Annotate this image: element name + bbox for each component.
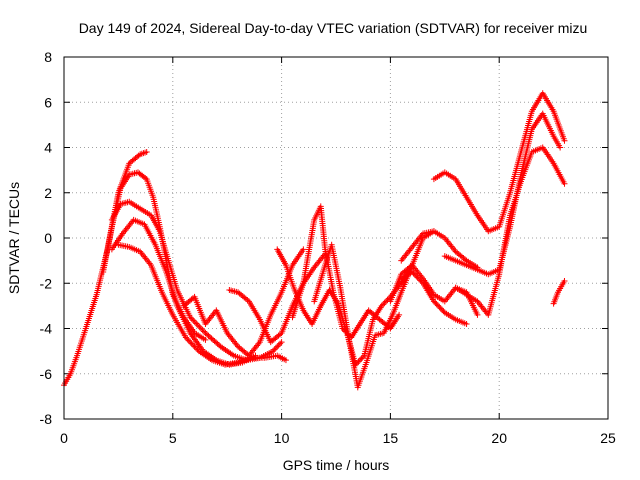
x-tick-label: 15 bbox=[383, 430, 399, 446]
x-axis-label: GPS time / hours bbox=[283, 457, 390, 473]
y-tick-label: 2 bbox=[44, 185, 52, 201]
series-track-9 bbox=[289, 203, 403, 341]
y-tick-label: -6 bbox=[40, 366, 53, 382]
series-markers bbox=[311, 228, 437, 391]
x-tick-label: 0 bbox=[60, 430, 68, 446]
series-track-11 bbox=[398, 228, 481, 271]
y-tick-label: -2 bbox=[40, 275, 53, 291]
series-markers bbox=[398, 228, 481, 271]
y-tick-label: -4 bbox=[40, 321, 53, 337]
series-track-14 bbox=[430, 90, 568, 235]
y-axis-label: SDTVAR / TECUs bbox=[6, 182, 22, 294]
y-tick-label: 8 bbox=[44, 49, 52, 65]
series-track-17 bbox=[550, 277, 568, 307]
series-track-6 bbox=[180, 246, 307, 359]
data-series bbox=[61, 90, 568, 391]
series-markers bbox=[289, 203, 403, 341]
y-tick-label: -8 bbox=[40, 411, 53, 427]
series-track-1 bbox=[61, 149, 150, 389]
series-line bbox=[228, 253, 326, 343]
series-markers bbox=[61, 149, 150, 389]
series-track-10 bbox=[311, 228, 437, 391]
y-tick-label: 0 bbox=[44, 230, 52, 246]
x-tick-label: 20 bbox=[491, 430, 507, 446]
x-tick-label: 5 bbox=[169, 430, 177, 446]
y-tick-label: 6 bbox=[44, 94, 52, 110]
grid-lines bbox=[64, 57, 608, 419]
plot-frame bbox=[63, 56, 609, 420]
series-markers bbox=[452, 144, 568, 318]
series-track-16 bbox=[452, 144, 568, 318]
series-line bbox=[63, 151, 148, 386]
series-track-7 bbox=[226, 250, 329, 346]
series-track-5 bbox=[115, 241, 289, 368]
series-markers bbox=[115, 241, 289, 368]
series-markers bbox=[398, 268, 470, 327]
axis-ticks: 0 5 10 15 20 25 -8 -6 -4 -2 0 2 4 6 8 bbox=[40, 49, 616, 446]
x-tick-label: 10 bbox=[274, 430, 290, 446]
series-markers bbox=[430, 90, 568, 235]
chart-title: Day 149 of 2024, Sidereal Day-to-day VTE… bbox=[79, 20, 588, 36]
x-tick-label: 25 bbox=[600, 430, 616, 446]
series-markers bbox=[550, 277, 568, 307]
y-tick-label: 4 bbox=[44, 140, 52, 156]
series-track-13 bbox=[398, 268, 470, 327]
